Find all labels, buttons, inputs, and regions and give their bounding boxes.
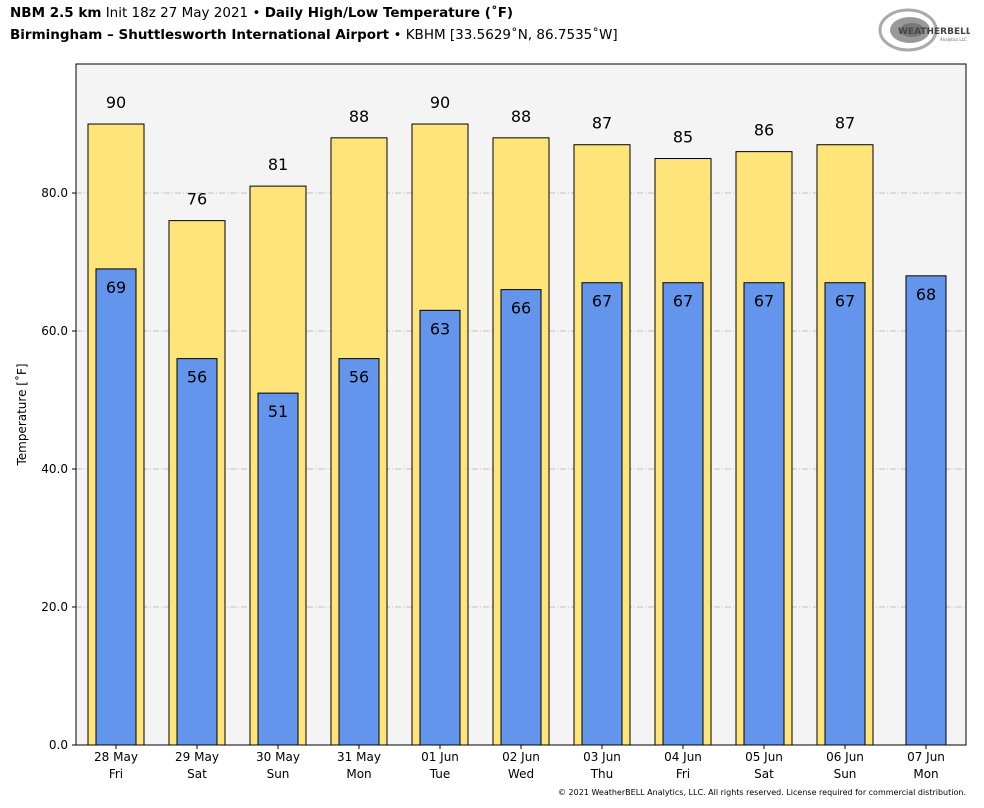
plot-frame	[75, 63, 967, 746]
separator: •	[393, 27, 402, 43]
low-bar	[743, 282, 785, 746]
x-tick-date: 06 Jun	[826, 750, 864, 764]
low-label: 69	[106, 278, 126, 297]
station-info: KBHM [33.5629˚N, 86.7535˚W]	[405, 27, 618, 43]
high-label: 86	[754, 121, 774, 140]
low-label: 51	[268, 402, 288, 421]
low-bar	[338, 358, 380, 746]
x-tick-date: 07 Jun	[907, 750, 945, 764]
low-label: 66	[511, 299, 531, 318]
high-label: 88	[511, 107, 531, 126]
low-label: 56	[187, 368, 207, 387]
x-tick-date: 03 Jun	[583, 750, 621, 764]
station-name: Birmingham – Shuttlesworth International…	[10, 27, 390, 43]
product-title: Daily High/Low Temperature (˚F)	[264, 5, 514, 21]
x-tick-date: 29 May	[175, 750, 219, 764]
y-tick-label: 0.0	[49, 738, 68, 752]
x-tick-date: 01 Jun	[421, 750, 459, 764]
low-label: 56	[349, 368, 369, 387]
low-bar	[419, 309, 461, 746]
x-tick-date: 28 May	[94, 750, 138, 764]
copyright-footer: © 2021 WeatherBELL Analytics, LLC. All r…	[558, 788, 966, 797]
x-tick-day: Sun	[267, 767, 290, 781]
low-label: 68	[916, 285, 936, 304]
x-tick-day: Fri	[676, 767, 690, 781]
x-tick-date: 30 May	[256, 750, 300, 764]
x-tick-day: Tue	[429, 767, 451, 781]
high-label: 90	[106, 93, 126, 112]
low-label: 63	[430, 319, 450, 338]
x-tick-date: 04 Jun	[664, 750, 702, 764]
svg-text:WEATHERBELL: WEATHERBELL	[898, 27, 970, 37]
low-label: 67	[754, 292, 774, 311]
x-tick-day: Mon	[346, 767, 371, 781]
high-label: 90	[430, 93, 450, 112]
title-line-2: Birmingham – Shuttlesworth International…	[10, 27, 618, 43]
x-tick-date: 31 May	[337, 750, 381, 764]
y-tick-label: 40.0	[41, 462, 68, 476]
separator: •	[252, 5, 261, 21]
low-bar	[176, 358, 218, 746]
svg-text:Analytics LLC: Analytics LLC	[940, 37, 967, 42]
low-label: 67	[673, 292, 693, 311]
y-tick-label: 60.0	[41, 324, 68, 338]
low-bar	[95, 268, 137, 746]
x-tick-day: Wed	[508, 767, 534, 781]
low-bar	[257, 392, 299, 746]
model-name: NBM 2.5 km	[10, 5, 102, 21]
x-tick-date: 05 Jun	[745, 750, 783, 764]
high-label: 88	[349, 107, 369, 126]
low-bar	[824, 282, 866, 746]
x-tick-day: Sun	[834, 767, 857, 781]
high-label: 85	[673, 128, 693, 147]
low-bar	[581, 282, 623, 746]
x-tick-day: Mon	[913, 767, 938, 781]
high-label: 76	[187, 190, 207, 209]
high-label: 81	[268, 155, 288, 174]
y-tick-label: 80.0	[41, 186, 68, 200]
low-bar	[662, 282, 704, 746]
low-label: 67	[592, 292, 612, 311]
x-tick-date: 02 Jun	[502, 750, 540, 764]
x-tick-day: Sat	[187, 767, 207, 781]
title-line-1: NBM 2.5 km Init 18z 27 May 2021 • Daily …	[10, 5, 513, 21]
x-tick-day: Sat	[754, 767, 774, 781]
x-tick-day: Thu	[590, 767, 614, 781]
high-label: 87	[592, 114, 612, 133]
low-bar	[500, 289, 542, 746]
y-axis-label: Temperature [˚F]	[14, 363, 29, 466]
weatherbell-logo: WEATHERBELL Analytics LLC	[878, 8, 970, 52]
y-tick-label: 20.0	[41, 600, 68, 614]
init-time: Init 18z 27 May 2021	[105, 5, 249, 21]
high-label: 87	[835, 114, 855, 133]
low-bar	[905, 275, 947, 746]
low-label: 67	[835, 292, 855, 311]
x-tick-day: Fri	[109, 767, 123, 781]
